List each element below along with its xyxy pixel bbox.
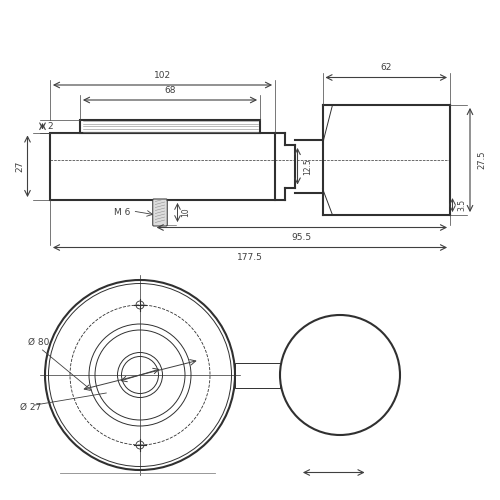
Text: 10: 10 — [182, 208, 190, 218]
Text: Ø 80: Ø 80 — [28, 338, 49, 347]
Text: 102: 102 — [154, 71, 171, 80]
Text: Ø 27: Ø 27 — [20, 403, 41, 412]
Text: 95.5: 95.5 — [292, 234, 312, 242]
Text: M 6: M 6 — [114, 208, 130, 217]
Text: 2: 2 — [48, 122, 53, 130]
Text: 177.5: 177.5 — [237, 254, 263, 262]
FancyBboxPatch shape — [153, 199, 167, 226]
Text: 12.5: 12.5 — [304, 158, 312, 174]
Text: 68: 68 — [164, 86, 176, 95]
Text: 62: 62 — [380, 64, 392, 72]
Text: 3.5: 3.5 — [458, 199, 466, 211]
Text: 27.5: 27.5 — [478, 151, 486, 170]
Text: 27: 27 — [16, 160, 24, 172]
